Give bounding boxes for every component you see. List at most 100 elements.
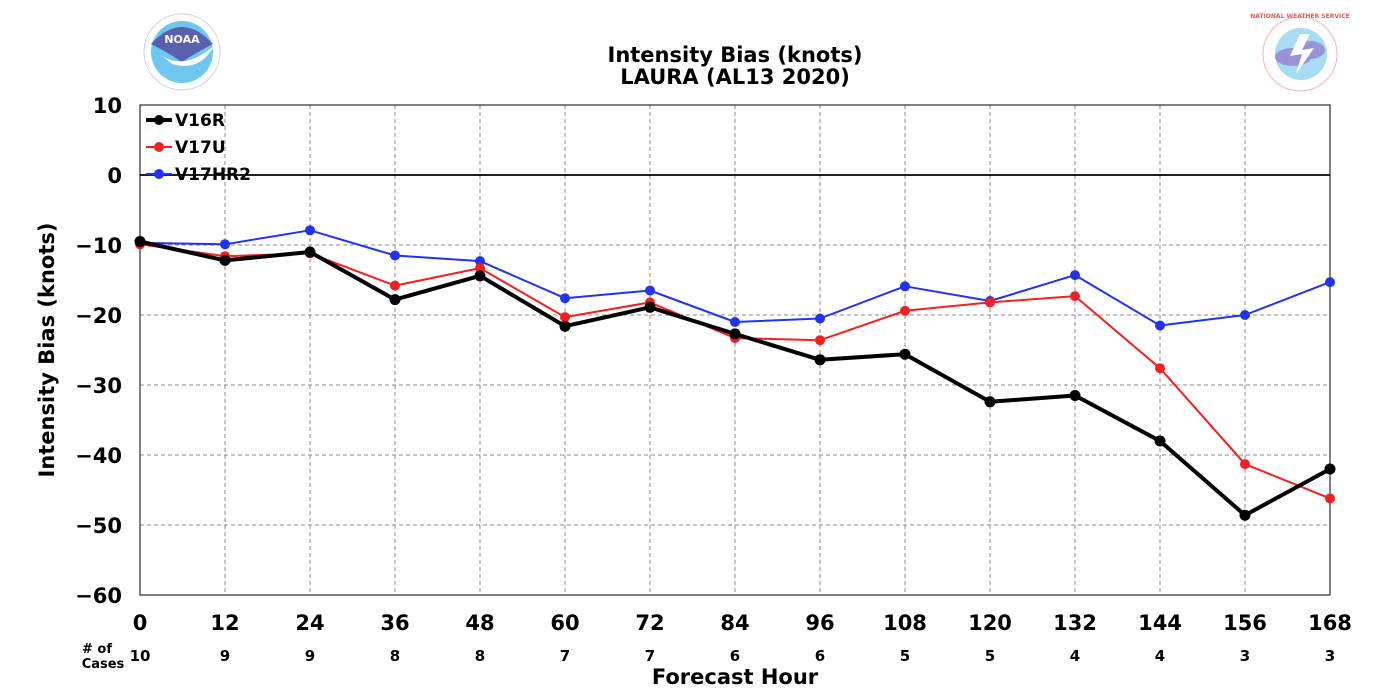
legend-item-v17hr2: V17HR2 xyxy=(146,165,251,185)
data-point-v16r xyxy=(1239,509,1251,521)
cases-label-line2: Cases xyxy=(82,657,125,672)
case-count: 7 xyxy=(645,647,655,665)
chart-subtitle: LAURA (AL13 2020) xyxy=(620,65,850,89)
x-tick-label: 120 xyxy=(968,611,1012,635)
x-tick-label: 0 xyxy=(133,611,148,635)
data-point-v17u xyxy=(1155,363,1165,374)
data-point-v17hr2 xyxy=(1240,310,1250,320)
data-point-v16r xyxy=(1324,463,1336,475)
data-point-v17u xyxy=(815,335,825,346)
legend-label: V17HR2 xyxy=(175,165,251,185)
legend-swatch-marker xyxy=(154,169,164,179)
case-count: 9 xyxy=(220,647,230,665)
case-count: 9 xyxy=(305,647,315,665)
x-tick-label: 24 xyxy=(295,611,324,635)
series-v16r xyxy=(134,236,1336,521)
data-point-v17hr2 xyxy=(475,256,485,267)
data-point-v16r xyxy=(984,396,996,408)
case-count: 3 xyxy=(1325,647,1335,665)
case-count: 4 xyxy=(1070,647,1080,665)
y-tick-label: −30 xyxy=(75,374,122,398)
cases-row: # of Cases 10 9 9 8 8 7 7 6 6 5 5 4 4 3 3 xyxy=(82,642,1336,672)
nws-logo-ring-text: NATIONAL WEATHER SERVICE xyxy=(1250,13,1349,20)
data-point-v16r xyxy=(1069,390,1081,401)
x-tick-label: 144 xyxy=(1138,611,1182,635)
noaa-logo-text: NOAA xyxy=(164,33,200,46)
x-tick-label: 96 xyxy=(805,611,834,635)
grid-lines xyxy=(140,105,1330,595)
case-count: 6 xyxy=(815,647,825,665)
data-point-v17hr2 xyxy=(815,313,825,324)
plot-area-frame xyxy=(139,104,1331,596)
legend-item-v17u: V17U xyxy=(146,138,226,158)
data-point-v16r xyxy=(814,354,826,366)
x-tick-label: 36 xyxy=(380,611,409,635)
data-point-v17hr2 xyxy=(645,285,655,296)
legend-swatch-marker xyxy=(154,115,164,125)
nws-logo: NATIONAL WEATHER SERVICE xyxy=(1250,13,1350,92)
data-point-v17u xyxy=(390,280,400,291)
data-point-v17u xyxy=(900,305,910,316)
noaa-logo: NOAA xyxy=(143,13,221,91)
chart-title: Intensity Bias (knots) xyxy=(608,43,863,67)
case-count: 5 xyxy=(900,647,910,665)
y-axis-label: Intensity Bias (knots) xyxy=(35,223,59,478)
data-point-v17u xyxy=(1240,459,1250,470)
data-point-v16r xyxy=(389,294,401,306)
data-point-v17hr2 xyxy=(1155,320,1165,331)
data-point-v17hr2 xyxy=(220,239,230,250)
case-count: 8 xyxy=(390,647,400,665)
y-tick-label: 10 xyxy=(93,94,122,118)
data-point-v16r xyxy=(304,246,316,258)
case-count: 6 xyxy=(730,647,740,665)
legend-label: V17U xyxy=(175,138,226,158)
cases-label-line1: # of xyxy=(82,642,112,657)
case-count: 3 xyxy=(1240,647,1250,665)
case-count: 7 xyxy=(560,647,570,665)
data-point-v17u xyxy=(1070,291,1080,302)
x-tick-label: 108 xyxy=(883,611,927,635)
x-tick-label: 168 xyxy=(1308,611,1352,635)
data-point-v17hr2 xyxy=(1325,277,1335,288)
case-count: 5 xyxy=(985,647,995,665)
data-point-v16r xyxy=(644,301,656,313)
legend: V16R V17U V17HR2 xyxy=(146,111,251,185)
x-axis-ticks: 0 12 24 36 48 60 72 84 96 108 120 132 144 156 168 xyxy=(133,611,1352,635)
series-layer xyxy=(134,225,1336,521)
data-point-v17u xyxy=(475,263,485,274)
y-tick-label: 0 xyxy=(107,164,122,188)
data-point-v16r xyxy=(899,348,911,360)
x-tick-label: 60 xyxy=(550,611,579,635)
data-point-v16r xyxy=(134,236,146,247)
y-axis-ticks: 10 0 −10 −20 −30 −40 −50 −60 xyxy=(75,94,122,608)
x-tick-label: 156 xyxy=(1223,611,1267,635)
case-count: 10 xyxy=(130,647,151,665)
x-tick-label: 84 xyxy=(720,611,749,635)
legend-label: V16R xyxy=(175,111,225,131)
legend-item-v16r: V16R xyxy=(146,111,225,131)
x-tick-label: 48 xyxy=(465,611,494,635)
x-tick-label: 132 xyxy=(1053,611,1097,635)
data-point-v17hr2 xyxy=(560,293,570,304)
data-point-v17u xyxy=(985,297,995,308)
data-point-v17hr2 xyxy=(390,250,400,261)
data-point-v16r xyxy=(1154,435,1166,447)
data-point-v16r xyxy=(559,320,571,332)
data-point-v17u xyxy=(560,312,570,323)
x-tick-label: 72 xyxy=(635,611,664,635)
data-point-v16r xyxy=(729,328,741,340)
data-point-v17hr2 xyxy=(305,225,315,236)
legend-swatch-marker xyxy=(154,142,164,152)
y-tick-label: −10 xyxy=(75,234,122,258)
data-point-v17hr2 xyxy=(730,317,740,327)
case-count: 8 xyxy=(475,647,485,665)
data-point-v17u xyxy=(1325,493,1335,504)
x-axis-label: Forecast Hour xyxy=(652,665,819,689)
y-tick-label: −40 xyxy=(75,444,122,468)
case-count: 4 xyxy=(1155,647,1165,665)
y-tick-label: −60 xyxy=(75,584,122,608)
data-point-v17hr2 xyxy=(1070,270,1080,281)
y-tick-label: −50 xyxy=(75,514,122,538)
y-tick-label: −20 xyxy=(75,304,122,328)
